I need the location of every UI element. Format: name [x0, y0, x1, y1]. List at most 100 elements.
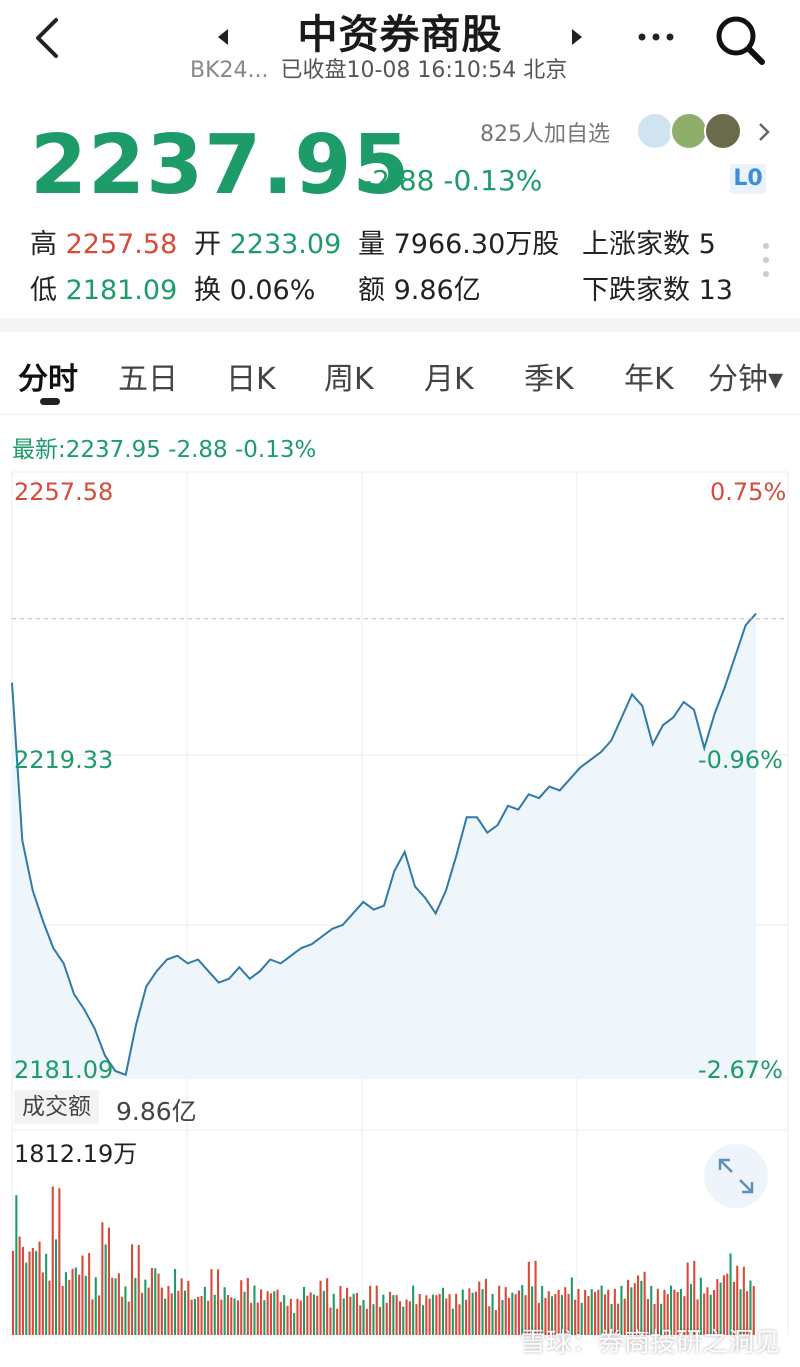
tab-yearly-k[interactable]: 年K	[624, 362, 674, 397]
volume-bar	[623, 1298, 626, 1335]
volume-bar	[127, 1301, 130, 1335]
volume-bar	[650, 1285, 653, 1335]
period-tabs: 分时 五日 日K 周K 月K 季K 年K 分钟▾	[0, 340, 800, 410]
volume-bar	[197, 1296, 200, 1335]
prev-arrow-icon[interactable]	[212, 24, 234, 50]
volume-bar	[15, 1195, 18, 1335]
volume-bar	[187, 1280, 190, 1335]
chevron-right-icon[interactable]	[756, 120, 772, 144]
volume-bar	[541, 1286, 544, 1335]
latest-quote-line: 最新:2237.95 -2.88 -0.13%	[12, 437, 317, 463]
follower-avatars[interactable]	[636, 112, 746, 152]
followers-count[interactable]: 825人加自选	[480, 122, 610, 147]
stat-amount: 额 9.86亿	[358, 268, 481, 307]
tab-minute[interactable]: 分钟▾	[708, 362, 784, 397]
volume-bar	[352, 1293, 355, 1335]
volume-bar	[289, 1298, 292, 1335]
volume-bar	[425, 1295, 428, 1335]
level-badge[interactable]: L0	[730, 164, 766, 194]
volume-bar	[422, 1305, 425, 1335]
volume-bar	[514, 1294, 517, 1335]
volume-bar	[607, 1289, 610, 1335]
more-stats-icon[interactable]	[762, 240, 770, 280]
page-title: 中资券商股	[297, 12, 503, 58]
volume-bar	[570, 1277, 573, 1335]
volume-bar	[415, 1304, 418, 1335]
tab-quarterly-k[interactable]: 季K	[524, 362, 574, 397]
volume-bar	[703, 1293, 706, 1335]
volume-bar	[332, 1293, 335, 1335]
volume-bar	[709, 1294, 712, 1335]
volume-bar	[170, 1293, 173, 1335]
watermark: 雪球：券商投研之洞见	[520, 1328, 781, 1358]
volume-bar	[617, 1303, 620, 1335]
volume-bar	[190, 1299, 193, 1335]
back-icon[interactable]	[28, 14, 72, 62]
close-time: 已收盘10-08 16:10:54 北京	[280, 58, 568, 83]
volume-bar	[233, 1298, 236, 1335]
expand-chart-button[interactable]	[704, 1144, 768, 1208]
volume-bar	[474, 1291, 477, 1335]
volume-bar	[494, 1310, 497, 1335]
volume-bar	[81, 1255, 84, 1335]
volume-bar	[94, 1277, 97, 1335]
volume-bar	[243, 1291, 246, 1335]
volume-bar	[51, 1186, 54, 1335]
stat-label: 低	[30, 275, 57, 306]
more-icon[interactable]	[632, 22, 684, 52]
volume-bar	[180, 1278, 183, 1335]
volume-bar	[660, 1303, 663, 1335]
volume-bar	[365, 1308, 368, 1335]
stat-low: 低 2181.09	[30, 268, 177, 307]
volume-bar	[663, 1289, 666, 1335]
volume-bar	[193, 1299, 196, 1335]
volume-bar	[653, 1304, 656, 1335]
volume-bar	[478, 1281, 481, 1335]
volume-bar	[693, 1260, 696, 1335]
volume-bar	[451, 1308, 454, 1335]
volume-bar	[620, 1285, 623, 1335]
volume-bar	[349, 1296, 352, 1335]
tab-divider	[0, 414, 800, 415]
volume-bar	[372, 1304, 375, 1335]
price-area	[12, 613, 756, 1078]
volume-bar	[223, 1287, 226, 1335]
next-arrow-icon[interactable]	[566, 24, 588, 50]
volume-bar	[389, 1291, 392, 1335]
volume-bar	[501, 1300, 504, 1335]
volume-bar	[250, 1302, 253, 1335]
tab-monthly-k[interactable]: 月K	[424, 362, 474, 397]
tab-weekly-k[interactable]: 周K	[324, 362, 374, 397]
tab-daily-k[interactable]: 日K	[226, 362, 276, 397]
volume-bar	[679, 1289, 682, 1335]
volume-bar	[385, 1302, 388, 1335]
volume-bar	[147, 1287, 150, 1335]
volume-bar	[508, 1297, 511, 1335]
tab-intraday[interactable]: 分时	[18, 362, 78, 397]
volume-bar	[603, 1294, 606, 1335]
volume-bar	[547, 1291, 550, 1335]
volume-bar	[329, 1307, 332, 1335]
intraday-chart[interactable]	[0, 470, 800, 1340]
stat-value: 5	[698, 229, 716, 260]
volume-bar	[141, 1292, 144, 1335]
volume-bar	[481, 1289, 484, 1335]
volume-bar	[38, 1241, 41, 1335]
volume-bar	[203, 1286, 206, 1335]
volume-bar	[35, 1251, 38, 1335]
volume-bar	[418, 1294, 421, 1335]
volume-bar	[246, 1278, 249, 1335]
volume-indicator-tag[interactable]: 成交额	[14, 1090, 99, 1124]
volume-bar	[12, 1250, 15, 1336]
tab-five-day[interactable]: 五日	[118, 362, 178, 397]
volume-bar	[402, 1306, 405, 1335]
volume-bar	[686, 1262, 689, 1335]
volume-bar	[640, 1280, 643, 1335]
search-icon[interactable]	[712, 12, 768, 68]
volume-bar	[150, 1268, 153, 1335]
volume-bar	[412, 1285, 415, 1335]
volume-bar	[554, 1294, 557, 1335]
volume-bar	[544, 1297, 547, 1335]
volume-total: 9.86亿	[116, 1097, 197, 1126]
volume-bar	[101, 1222, 104, 1335]
